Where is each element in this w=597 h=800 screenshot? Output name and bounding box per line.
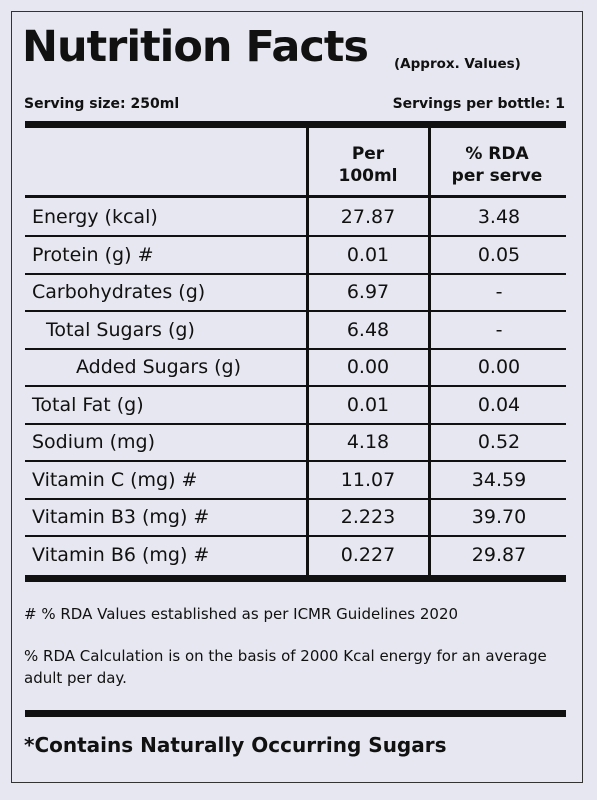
rda-note-icmr: # % RDA Values established as per ICMR G… (24, 605, 459, 623)
rda-value: - (495, 281, 503, 303)
row-divider (25, 310, 566, 312)
per-100ml-value: 0.00 (346, 356, 390, 378)
row-divider (25, 347, 566, 350)
nutrient-name: Vitamin B3 (mg) # (32, 506, 210, 528)
table-bottom-rule (25, 575, 566, 582)
label-title: Nutrition Facts (22, 22, 369, 72)
rda-value: - (495, 318, 503, 341)
rda-value: 0.04 (477, 393, 521, 416)
nutrient-name: Carbohydrates (g) (32, 281, 206, 303)
nutrient-name: Protein (g) # (32, 243, 154, 266)
header-rda-per-serve: % RDA per serve (451, 144, 543, 186)
per-100ml-value: 0.01 (346, 393, 390, 416)
rda-note-calculation: % RDA Calculation is on the basis of 200… (24, 647, 547, 687)
top-thick-rule (25, 121, 566, 128)
nutrient-name: Sodium (mg) (32, 431, 156, 453)
per-100ml-value: 6.97 (346, 281, 390, 303)
nutrient-name: Energy (kcal) (32, 206, 158, 228)
column-divider-2 (428, 121, 431, 582)
per-100ml-value: 6.48 (346, 318, 390, 341)
per-100ml-value: 11.07 (340, 468, 396, 491)
label-subtitle: (Approx. Values) (394, 56, 521, 72)
nutrition-label (11, 11, 583, 783)
row-divider (25, 422, 566, 425)
nutrient-name: Vitamin B6 (mg) # (32, 543, 210, 566)
rda-value: 34.59 (471, 468, 527, 491)
row-divider (25, 535, 566, 537)
column-divider-1 (306, 121, 309, 582)
rda-value: 29.87 (471, 543, 527, 566)
rda-value: 0.05 (477, 243, 521, 266)
nutrient-name: Added Sugars (g) (76, 356, 242, 378)
header-rule (25, 195, 566, 198)
servings-per-bottle: Servings per bottle: 1 (392, 96, 565, 112)
row-divider (25, 385, 566, 387)
serving-size: Serving size: 250ml (24, 96, 180, 112)
rda-value: 39.70 (471, 506, 527, 528)
rda-value: 3.48 (477, 206, 521, 228)
row-divider (25, 460, 566, 462)
row-divider (25, 235, 566, 237)
per-100ml-value: 0.01 (346, 243, 390, 266)
header-per-100ml: Per 100ml (338, 144, 398, 186)
nutrient-name: Total Sugars (g) (46, 318, 195, 341)
footer-thick-rule (25, 710, 566, 717)
row-divider (25, 272, 566, 275)
per-100ml-value: 27.87 (340, 206, 396, 228)
per-100ml-value: 0.227 (340, 543, 396, 566)
footer-note: *Contains Naturally Occurring Sugars (24, 733, 447, 757)
rda-value: 0.52 (477, 431, 521, 453)
row-divider (25, 497, 566, 500)
per-100ml-value: 4.18 (346, 431, 390, 453)
nutrient-name: Vitamin C (mg) # (32, 468, 198, 491)
per-100ml-value: 2.223 (340, 506, 396, 528)
nutrient-name: Total Fat (g) (32, 393, 144, 416)
rda-value: 0.00 (477, 356, 521, 378)
